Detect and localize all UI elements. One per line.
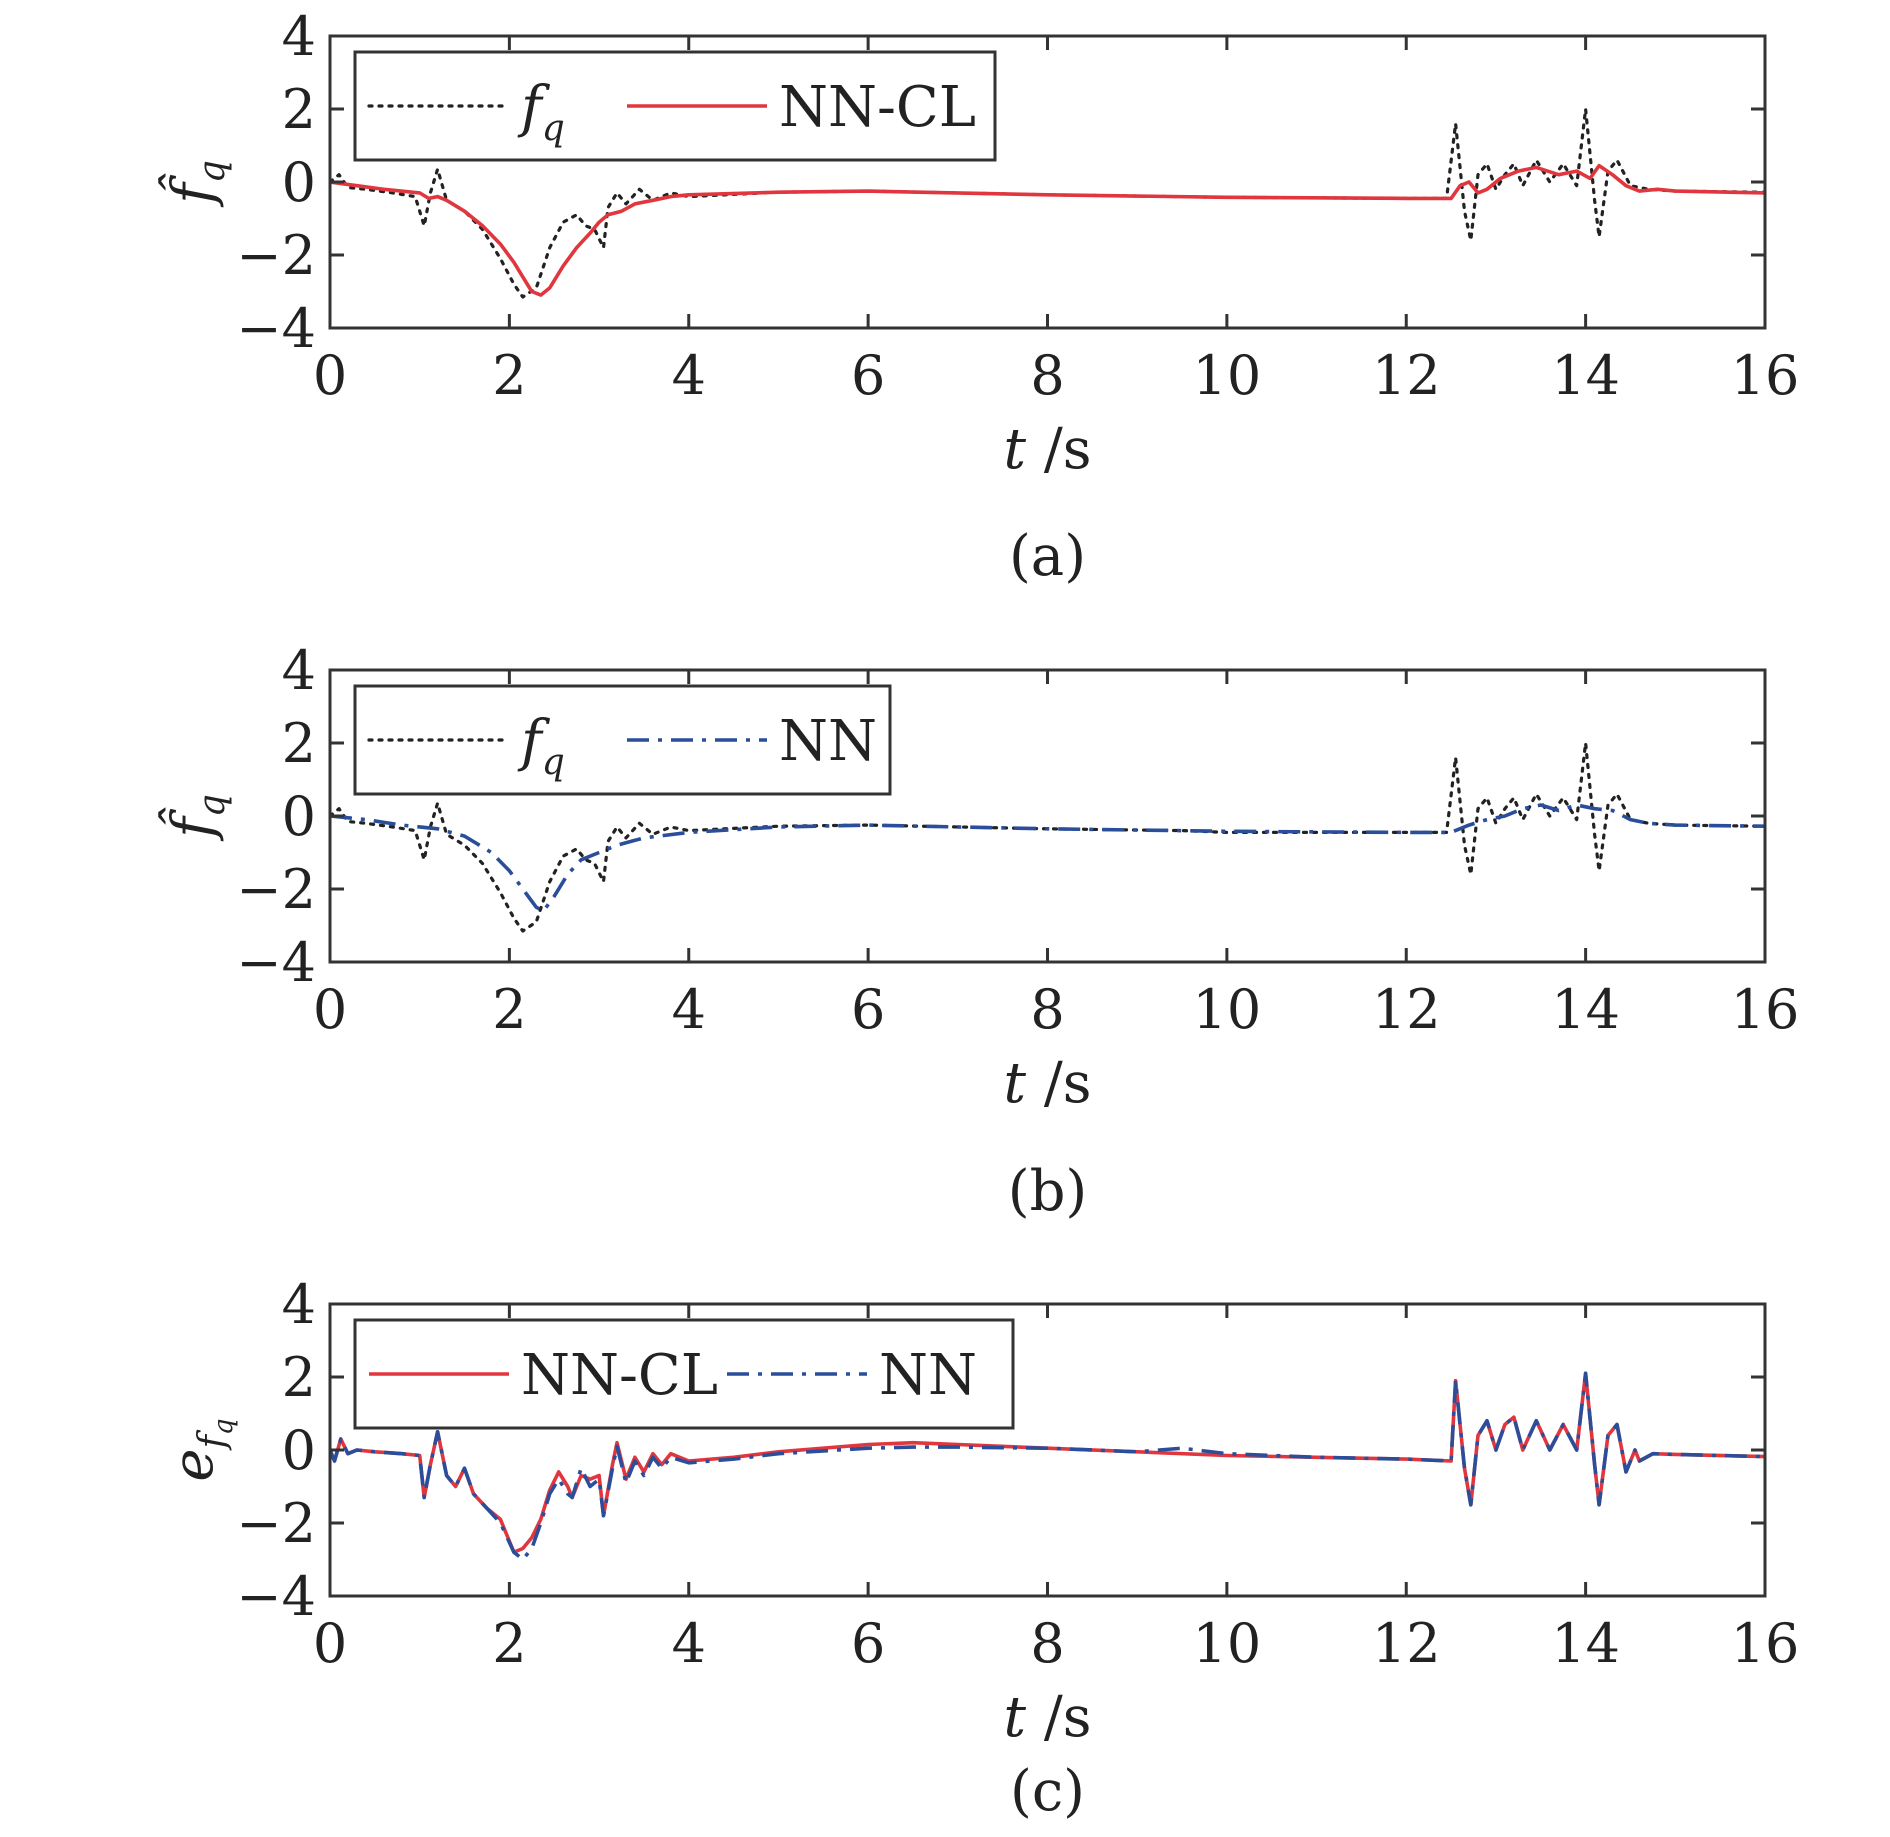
legend: fq NN-CL xyxy=(353,50,997,162)
y-axis-label: efq xyxy=(161,1418,239,1481)
x-tick-label: 2 xyxy=(492,978,526,1041)
y-tick-label: −2 xyxy=(236,1492,316,1555)
legend-label: NN xyxy=(879,1343,977,1408)
x-tick-label: 8 xyxy=(1030,978,1064,1041)
legend-label: NN xyxy=(779,709,877,774)
y-tick-label: 0 xyxy=(282,785,316,848)
x-tick-label: 4 xyxy=(672,978,706,1041)
x-tick-label: 10 xyxy=(1193,1612,1262,1675)
legend-box xyxy=(353,684,892,796)
x-tick-label: 0 xyxy=(313,1612,347,1675)
x-tick-label: 8 xyxy=(1030,344,1064,407)
y-tick-label: 0 xyxy=(282,151,316,214)
legend: NN-CL NN xyxy=(353,1318,1015,1430)
x-tick-label: 12 xyxy=(1372,978,1441,1041)
x-tick-label: 4 xyxy=(672,344,706,407)
y-axis-label: f̂q xyxy=(157,160,233,208)
panel-a: 0 2 4 6 8 10 12 14 16 4 2 0 −2 −4 t /s f̂q fq NN-CL (a) xyxy=(157,5,1800,589)
x-axis-label: t /s xyxy=(1004,1685,1092,1750)
x-tick-label: 0 xyxy=(313,344,347,407)
legend-label: NN-CL xyxy=(779,75,976,140)
y-tick-label: −4 xyxy=(236,297,316,360)
y-tick-label: 0 xyxy=(282,1419,316,1482)
series-line-nn-cl xyxy=(330,163,1765,297)
x-tick-label: 14 xyxy=(1551,978,1620,1041)
panel-caption: (b) xyxy=(1008,1159,1088,1224)
x-tick-label: 6 xyxy=(851,1612,885,1675)
x-tick-label: 8 xyxy=(1030,1612,1064,1675)
y-tick-label: 2 xyxy=(282,712,316,775)
x-tick-label: 6 xyxy=(851,344,885,407)
x-axis-label: t /s xyxy=(1004,1051,1092,1116)
x-tick-label: 2 xyxy=(492,344,526,407)
x-tick-label: 6 xyxy=(851,978,885,1041)
y-tick-label: 4 xyxy=(282,639,316,702)
panel-b: 0 2 4 6 8 10 12 14 16 4 2 0 −2 −4 t /s f̂q fq NN (b) xyxy=(157,639,1800,1224)
y-tick-label: −2 xyxy=(236,858,316,921)
x-tick-label: 12 xyxy=(1372,344,1441,407)
panel-caption: (a) xyxy=(1009,524,1086,589)
y-tick-label: −2 xyxy=(236,224,316,287)
x-tick-label: 4 xyxy=(672,1612,706,1675)
y-tick-label: −4 xyxy=(236,931,316,994)
y-axis-label: f̂q xyxy=(157,794,233,842)
y-tick-label: −4 xyxy=(236,1565,316,1628)
x-tick-label: 12 xyxy=(1372,1612,1441,1675)
x-tick-label: 16 xyxy=(1731,1612,1800,1675)
x-axis-label: t /s xyxy=(1004,417,1092,482)
y-tick-label: 4 xyxy=(282,1273,316,1336)
x-tick-label: 10 xyxy=(1193,344,1262,407)
x-tick-label: 16 xyxy=(1731,978,1800,1041)
x-tick-label: 16 xyxy=(1731,344,1800,407)
panel-c: 0 2 4 6 8 10 12 14 16 4 2 0 −2 −4 t /s efq NN-CL NN (c) xyxy=(161,1273,1799,1824)
x-tick-label: 14 xyxy=(1551,344,1620,407)
x-tick-label: 2 xyxy=(492,1612,526,1675)
y-tick-label: 2 xyxy=(282,78,316,141)
panel-caption: (c) xyxy=(1010,1759,1085,1824)
legend: fq NN xyxy=(353,684,892,796)
x-tick-label: 14 xyxy=(1551,1612,1620,1675)
series-line-nn xyxy=(330,803,1765,913)
y-tick-label: 2 xyxy=(282,1346,316,1409)
series-line-nn xyxy=(330,1371,1765,1562)
legend-label: NN-CL xyxy=(521,1343,718,1408)
y-tick-label: 4 xyxy=(282,5,316,68)
x-tick-label: 10 xyxy=(1193,978,1262,1041)
x-tick-label: 0 xyxy=(313,978,347,1041)
